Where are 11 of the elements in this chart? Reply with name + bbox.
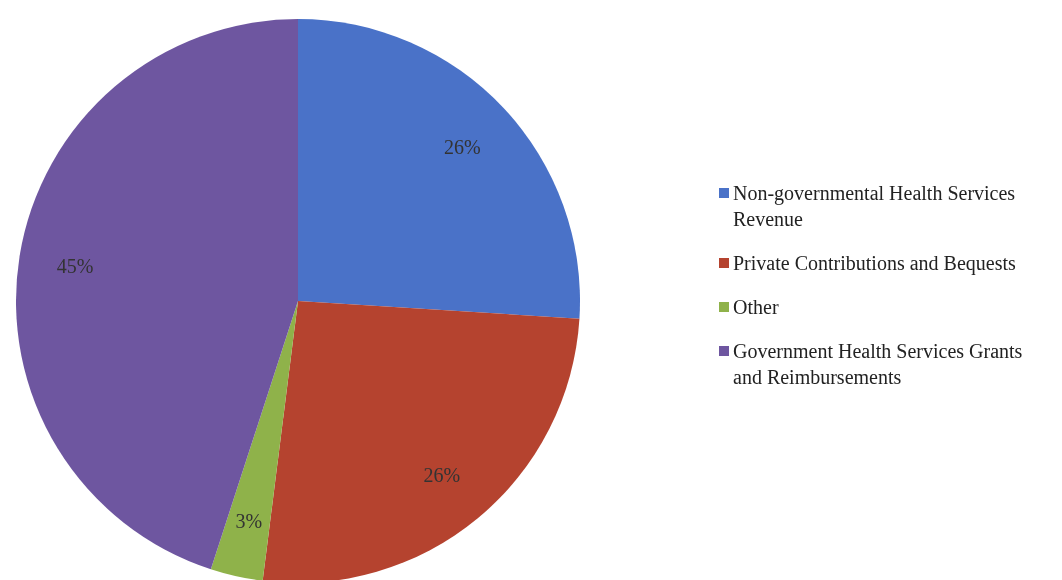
- legend-label: Other: [733, 295, 779, 320]
- data-label: 3%: [235, 510, 263, 533]
- legend-label: Private Contributions and Bequests: [733, 251, 1016, 276]
- data-label: 26%: [423, 463, 461, 486]
- data-label: 45%: [56, 254, 94, 277]
- data-label: 26%: [444, 135, 481, 158]
- pie-slice: [298, 19, 580, 319]
- pie-slice: [262, 301, 580, 580]
- legend-label: Non-governmental Health Services Revenue: [733, 181, 1017, 232]
- legend-label: Government Health Services Grants and Reimbursements: [733, 339, 1024, 390]
- pie-slice: [210, 301, 298, 580]
